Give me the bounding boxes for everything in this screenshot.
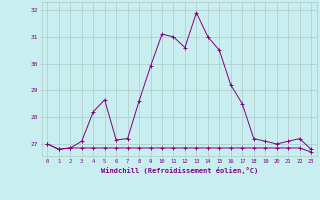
X-axis label: Windchill (Refroidissement éolien,°C): Windchill (Refroidissement éolien,°C) (100, 167, 258, 174)
